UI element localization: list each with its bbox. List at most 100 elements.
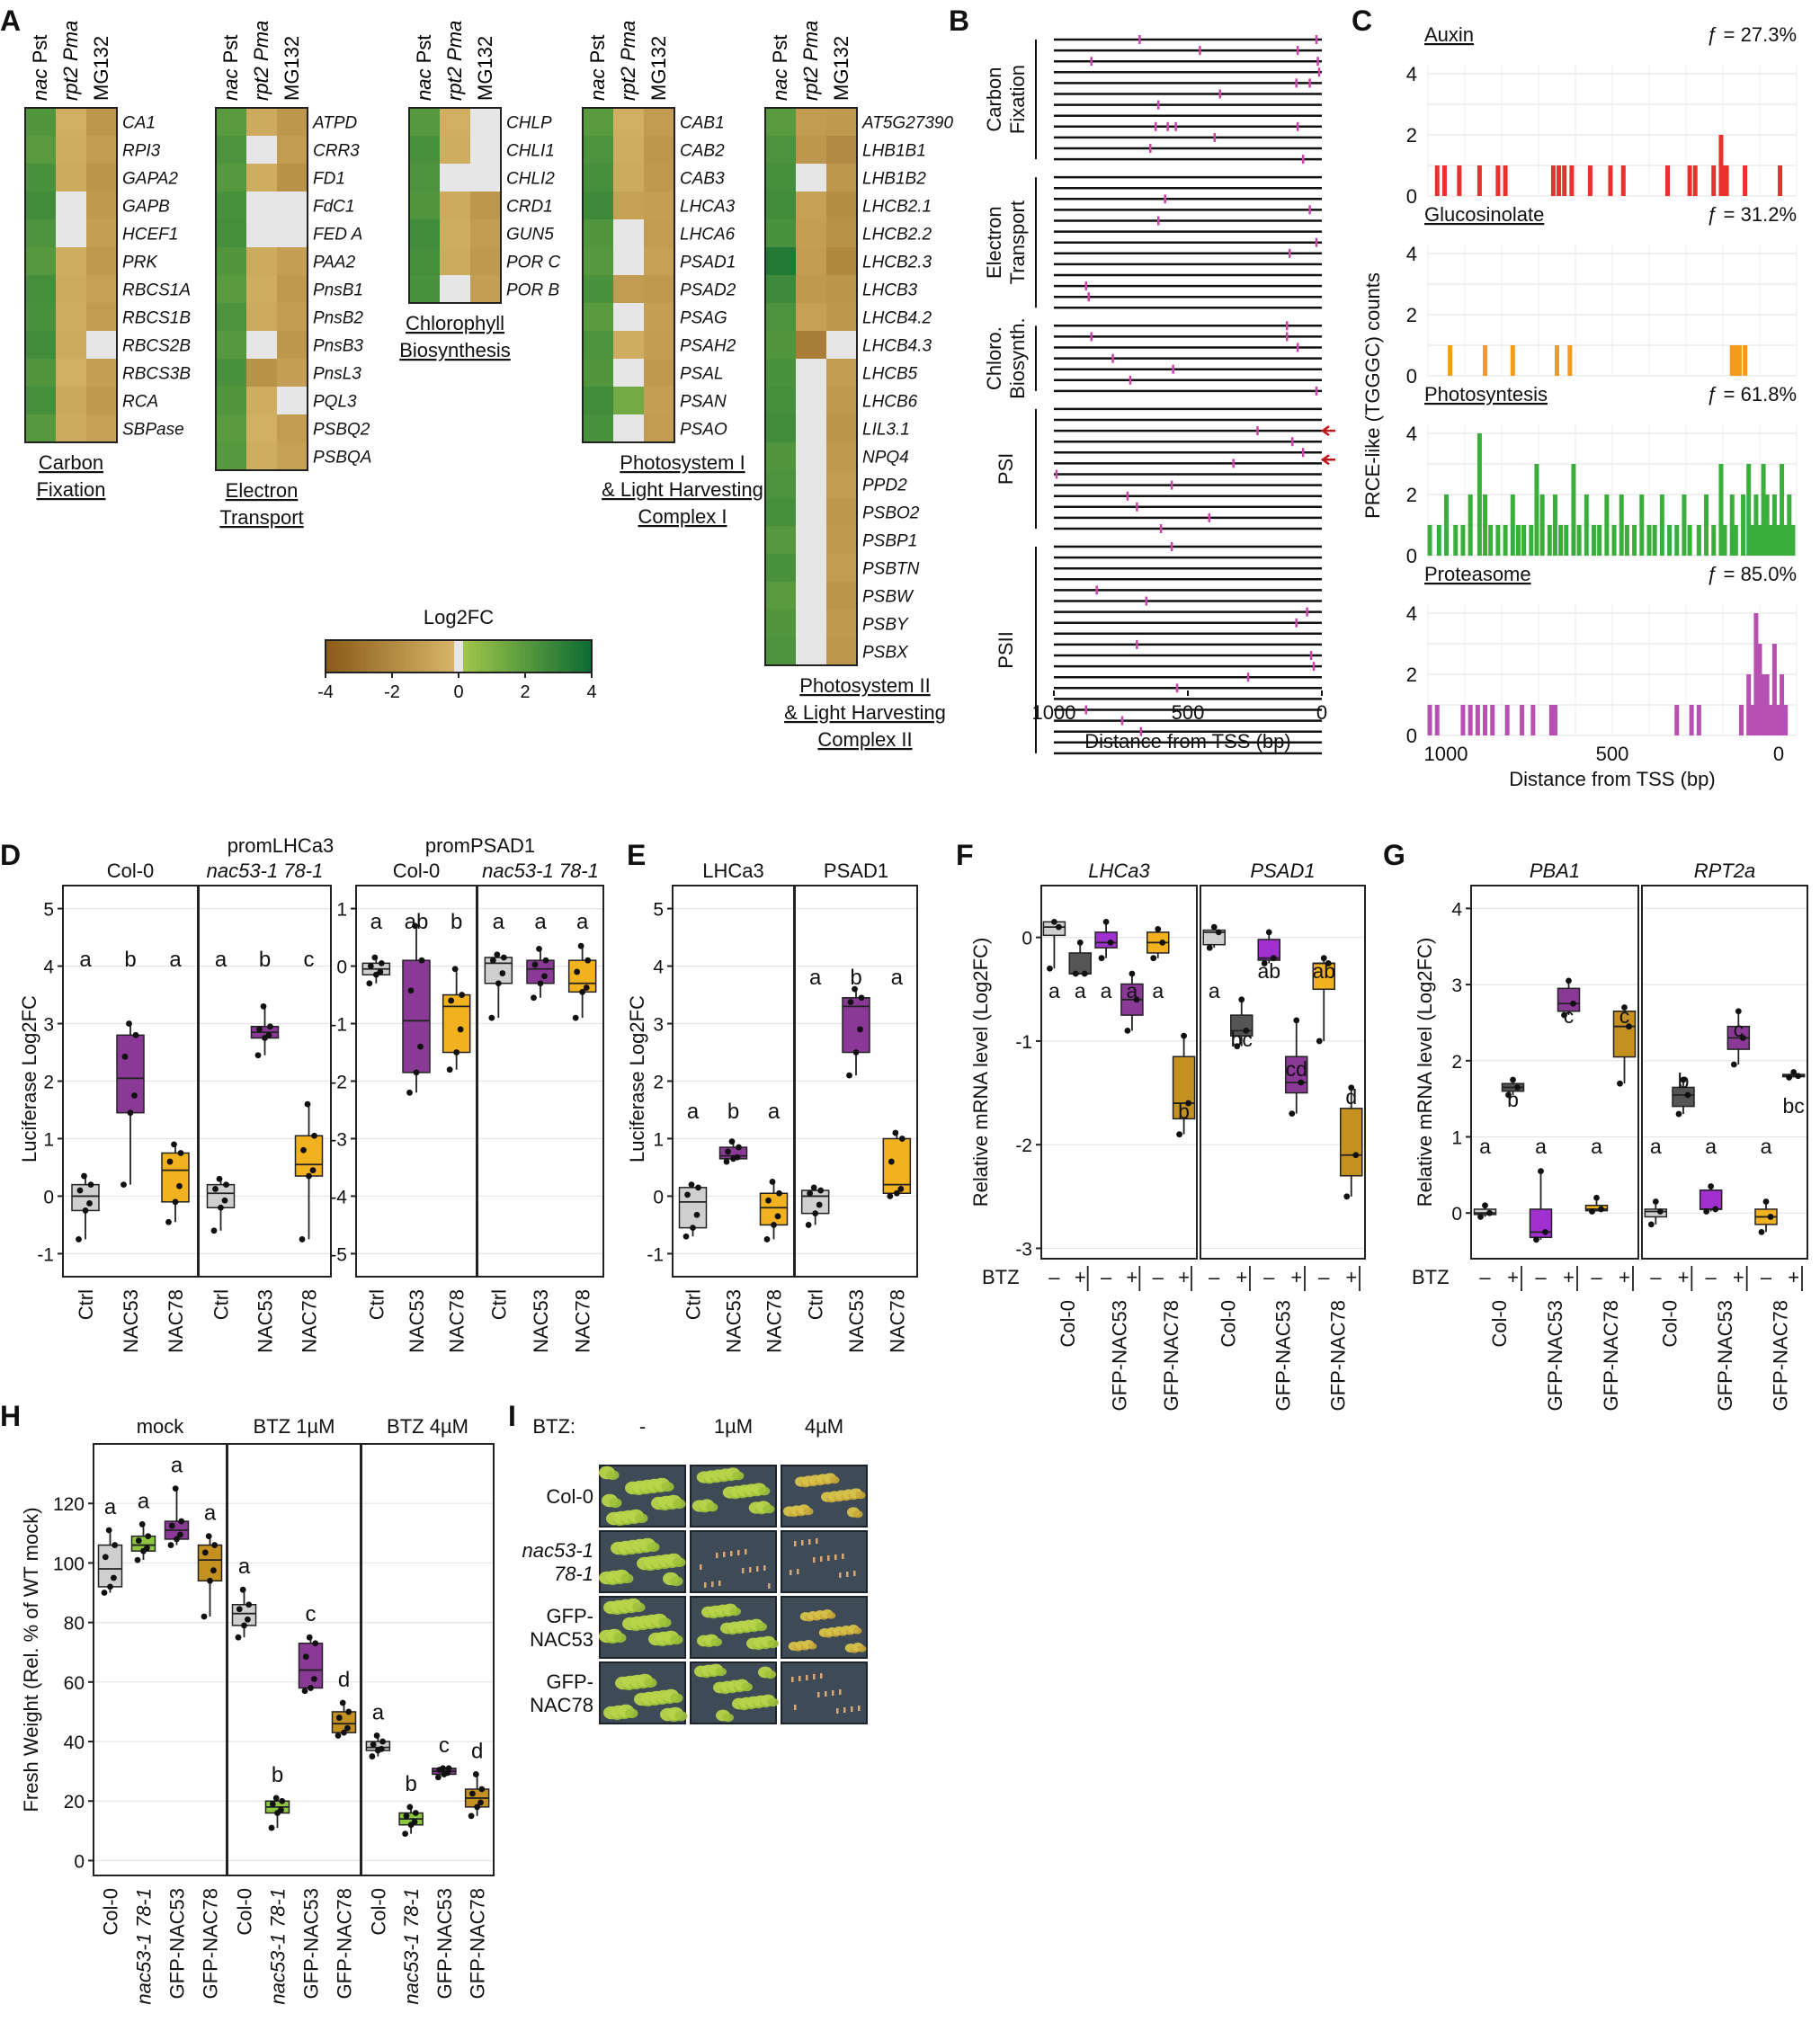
significance-letter: a [1761, 1135, 1772, 1158]
significance-letter: a [1535, 1135, 1547, 1158]
data-point [172, 1198, 179, 1206]
btz-sign: + [1507, 1266, 1519, 1288]
heatmap-gene-label: PSAG [680, 309, 727, 328]
heatmap-gene-label: PRK [122, 254, 158, 272]
count-bar [1646, 525, 1652, 556]
seedling [758, 1486, 771, 1496]
heatmap-cell [644, 387, 674, 414]
heatmap-cell [796, 442, 826, 470]
data-point [494, 951, 501, 958]
count-bar [1696, 705, 1701, 735]
legend-tick-label: -4 [317, 682, 334, 702]
data-point [693, 1211, 700, 1218]
legend-gradient-step [436, 640, 442, 673]
data-point [852, 1049, 860, 1056]
significance-letter: c [1564, 1004, 1575, 1028]
significance-letter: cd [1286, 1057, 1307, 1081]
heatmap-cell [765, 582, 796, 610]
data-point [472, 1771, 479, 1777]
heatmap-gene-label: PSBQA [313, 449, 371, 468]
seedling [853, 1571, 856, 1576]
heatmap-cell [613, 164, 644, 192]
seedling [794, 1541, 797, 1546]
significance-letter: d [471, 1739, 483, 1763]
data-point [254, 1052, 262, 1059]
btz-sign: – [1153, 1266, 1164, 1288]
heatmap-gene-label: CAB2 [680, 142, 725, 161]
axis-tick-label: 20 [64, 1792, 85, 1813]
count-bar [1547, 525, 1552, 556]
data-point [577, 942, 584, 949]
significance-letter: c [1619, 1004, 1630, 1028]
facet-title: PBA1 [1530, 860, 1580, 882]
box-body [161, 1152, 190, 1203]
heatmap-frame [408, 107, 502, 304]
legend-gradient-step [365, 640, 370, 673]
heatmap-cell [765, 219, 796, 247]
axis-tick-label: -4 [330, 1187, 347, 1207]
seedling [820, 1673, 823, 1679]
heatmap-cell [56, 359, 86, 387]
axis-tick-label: 80 [64, 1614, 85, 1635]
significance-letter: b [1507, 1088, 1519, 1111]
heatmap-cell [277, 164, 308, 192]
axis-title: PRCE-like (TGGGC) counts [1361, 272, 1384, 519]
box-body [402, 959, 431, 1073]
data-point [1542, 1228, 1548, 1235]
legend-gradient-step [498, 640, 504, 673]
count-bar [1704, 494, 1709, 556]
data-point [126, 1020, 132, 1027]
data-point [306, 1172, 312, 1180]
heatmap-cell [583, 219, 613, 247]
heatmap-cell [796, 331, 826, 359]
data-point [728, 1138, 736, 1145]
seedling [807, 1643, 817, 1650]
heatmap-cell [470, 136, 501, 164]
box-body [1612, 1010, 1637, 1058]
significance-letter: a [238, 1554, 251, 1579]
count-bar [1453, 525, 1459, 556]
heatmap-cell [56, 219, 86, 247]
data-point [369, 1753, 376, 1759]
heatmap-cell [440, 136, 470, 164]
seedling [673, 1557, 686, 1568]
data-point [239, 1586, 246, 1593]
axis-tick-label: -1 [1015, 1032, 1032, 1053]
significance-letter: a [891, 966, 904, 990]
col-word: Pma [250, 21, 272, 61]
count-bar [1503, 165, 1508, 196]
x-category-label: GFP-NAC78 [334, 1888, 356, 1999]
heatmap-cell [56, 414, 86, 442]
significance-letter: a [1152, 979, 1164, 1002]
data-point [260, 1002, 267, 1010]
heatmap-column-header: nac Pst [219, 35, 242, 101]
promoter-group-label: Electron [983, 206, 1005, 279]
heatmap-cell [765, 498, 796, 526]
seedling [763, 1504, 775, 1514]
legend-gradient-step [462, 640, 468, 673]
heatmap-cell [440, 275, 470, 303]
genotype-label: GFP-NAC53 [1272, 1300, 1295, 1411]
axis-tick-label: 1000 [1424, 743, 1468, 765]
count-bar [1510, 494, 1515, 556]
axis-tick-label: 3 [653, 1015, 664, 1036]
heatmap-cell [277, 331, 308, 359]
data-point [1215, 929, 1222, 936]
data-point [541, 973, 548, 980]
data-point [107, 1583, 113, 1590]
legend-gradient-step [569, 640, 575, 673]
count-bar [1564, 525, 1569, 556]
facet-title: BTZ 1µM [254, 1415, 335, 1438]
count-bar [1436, 525, 1441, 556]
heatmap-cell [796, 192, 826, 219]
btz-sign: + [1733, 1266, 1744, 1288]
count-bar [1550, 165, 1556, 196]
axis-tick-label: 120 [53, 1494, 85, 1515]
data-point [584, 957, 592, 964]
legend-gradient-step [400, 640, 406, 673]
heatmap-cell [470, 275, 501, 303]
btz-sign: + [1619, 1266, 1630, 1288]
heatmap-cell [470, 247, 501, 275]
heatmap-group-title: Transport [219, 506, 303, 529]
heatmap-cell [765, 637, 796, 665]
